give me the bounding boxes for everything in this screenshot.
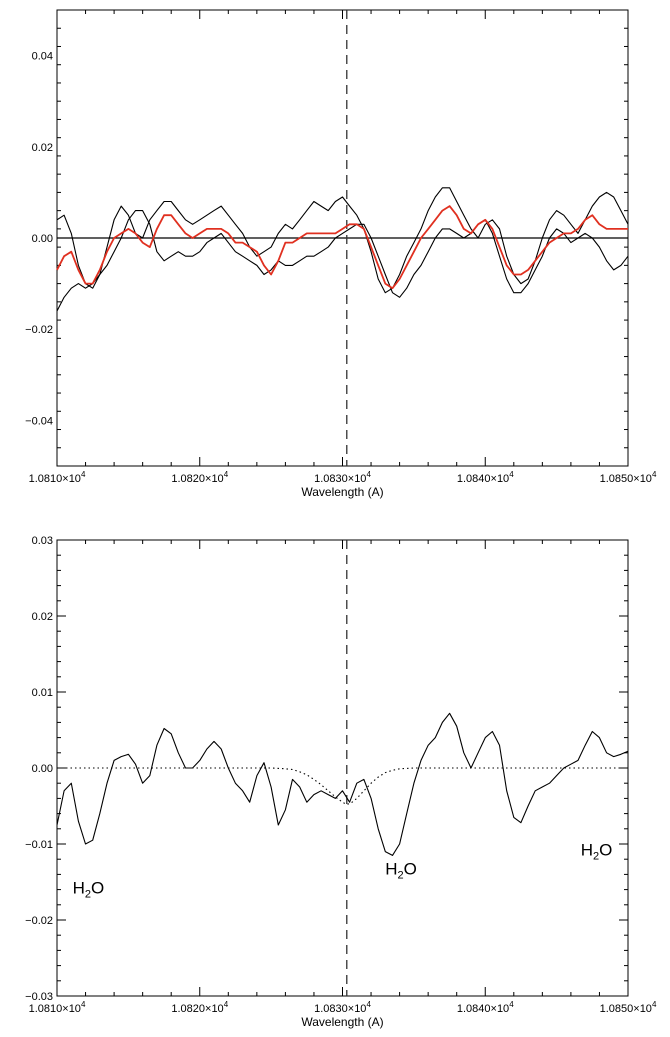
dotted-model-line bbox=[57, 767, 628, 806]
y-tick-label: 0.02 bbox=[32, 611, 53, 623]
x-tick-label: 1.0820×104 bbox=[171, 470, 228, 485]
y-tick-label: −0.01 bbox=[25, 839, 53, 851]
y-tick-label: −0.03 bbox=[25, 991, 53, 1003]
series-line bbox=[56, 712, 629, 856]
h2o-label: H2O bbox=[385, 859, 417, 881]
top-panel: 0.04 0.02 0.00 −0.02 −0.04 1.0810×104 1.0820×1… bbox=[25, 9, 657, 499]
x-axis-title: Wavelength (A) bbox=[301, 1015, 383, 1029]
y-tick-label: 0.01 bbox=[32, 687, 53, 699]
x-tick-label: 1.0850×104 bbox=[600, 1000, 657, 1015]
x-tick-label: 1.0810×104 bbox=[29, 470, 86, 485]
h2o-label: H2O bbox=[581, 840, 613, 862]
x-tick-label: 1.0830×104 bbox=[314, 1000, 371, 1015]
y-tick-label: −0.02 bbox=[25, 324, 53, 336]
x-tick-label: 1.0820×104 bbox=[171, 1000, 228, 1015]
red-series-line bbox=[56, 205, 628, 290]
x-axis-title: Wavelength (A) bbox=[301, 485, 383, 499]
x-tick-label: 1.0850×104 bbox=[600, 470, 657, 485]
y-tick-label: −0.04 bbox=[25, 415, 53, 427]
h2o-label: H2O bbox=[73, 878, 105, 900]
x-tick-label: 1.0840×104 bbox=[457, 470, 514, 485]
y-tick-label: 0.03 bbox=[32, 535, 53, 547]
bottom-panel: 0.03 0.02 0.01 0.00 −0.01 −0.02 −0.031.0810×10… bbox=[25, 535, 657, 1029]
y-tick-label: 0.00 bbox=[32, 763, 53, 775]
series-line bbox=[56, 187, 629, 294]
x-tick-label: 1.0840×104 bbox=[457, 1000, 514, 1015]
x-tick-label: 1.0810×104 bbox=[29, 1000, 86, 1015]
y-tick-label: 0.04 bbox=[32, 51, 53, 63]
y-tick-label: 0.00 bbox=[32, 233, 53, 245]
y-tick-label: −0.02 bbox=[25, 915, 53, 927]
x-tick-label: 1.0830×104 bbox=[314, 470, 371, 485]
y-tick-label: 0.02 bbox=[32, 142, 53, 154]
series-line bbox=[56, 210, 629, 312]
